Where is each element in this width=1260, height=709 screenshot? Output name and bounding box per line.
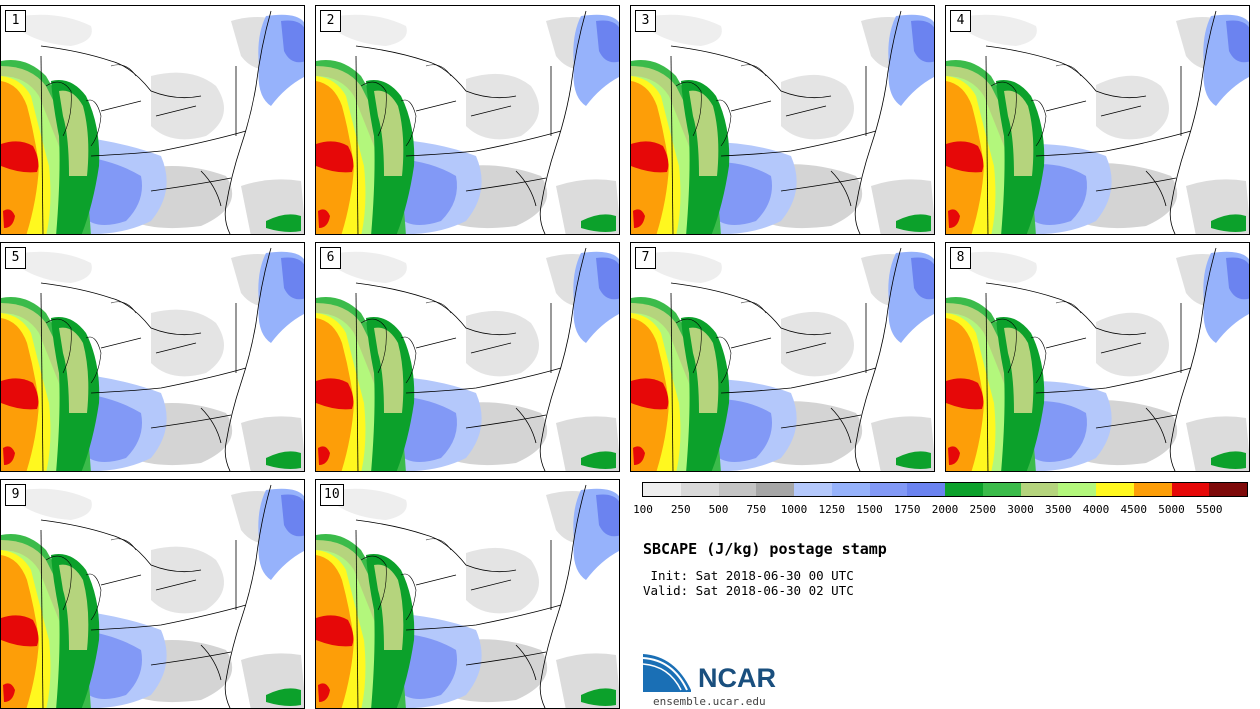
colorbar-swatch (718, 483, 757, 496)
map-panel-1: 1 (0, 5, 305, 235)
colorbar-swatch (1020, 483, 1059, 496)
colorbar-swatch (794, 483, 832, 496)
map-panel-8: 8 (945, 242, 1250, 472)
map-panel-6: 6 (315, 242, 620, 472)
colorbar-swatch (1171, 483, 1210, 496)
colorbar-tick-label: 4000 (1082, 503, 1110, 516)
colorbar-swatch (643, 483, 681, 496)
valid-time: Valid: Sat 2018-06-30 02 UTC (643, 583, 854, 598)
colorbar-tick-label: 2000 (931, 503, 959, 516)
map-panel-4: 4 (945, 5, 1250, 235)
colorbar-swatch (1209, 483, 1247, 496)
colorbar (642, 482, 1248, 497)
ncar-logo-text: NCAR (698, 663, 776, 693)
colorbar-tick-label: 5000 (1158, 503, 1185, 516)
colorbar-swatch (831, 483, 870, 496)
map-panel-10: 10 (315, 479, 620, 709)
colorbar-tick-label: 250 (670, 503, 691, 516)
member-label: 9 (5, 484, 26, 506)
colorbar-ticks: 100 250 500 750 1000 1250 1500 1750 2000 2500 3000… (0, 503, 1260, 519)
colorbar-swatch (869, 483, 908, 496)
colorbar-swatch (1133, 483, 1172, 496)
ncar-logo-mark (643, 654, 691, 692)
member-label: 6 (320, 247, 341, 269)
member-label: 3 (635, 10, 656, 32)
colorbar-swatch (1096, 483, 1134, 496)
map-panel-7: 7 (630, 242, 935, 472)
colorbar-swatch (982, 483, 1021, 496)
colorbar-swatch (680, 483, 719, 496)
member-label: 2 (320, 10, 341, 32)
colorbar-tick-label: 5500 (1196, 503, 1223, 516)
colorbar-tick-label: 100 (633, 503, 653, 516)
map-panel-2: 2 (315, 5, 620, 235)
member-label: 4 (950, 10, 971, 32)
member-label: 5 (5, 247, 26, 269)
colorbar-tick-label: 1000 (780, 503, 808, 516)
colorbar-tick-label: 3500 (1045, 503, 1072, 516)
colorbar-tick-label: 500 (708, 503, 729, 516)
colorbar-tick-label: 1750 (894, 503, 921, 516)
colorbar-swatch (1058, 483, 1096, 496)
ensemble-url: ensemble.ucar.edu (653, 695, 766, 708)
member-label: 8 (950, 247, 971, 269)
colorbar-swatch (945, 483, 983, 496)
init-time: Init: Sat 2018-06-30 00 UTC (643, 568, 854, 583)
member-label: 7 (635, 247, 656, 269)
colorbar-tick-label: 4500 (1120, 503, 1148, 516)
member-label: 10 (320, 484, 344, 506)
colorbar-tick-label: 1500 (856, 503, 883, 516)
member-label: 1 (5, 10, 26, 32)
colorbar-tick-label: 750 (746, 503, 767, 516)
colorbar-swatch (907, 483, 945, 496)
colorbar-tick-label: 2500 (969, 503, 997, 516)
map-panel-3: 3 (630, 5, 935, 235)
map-panel-9: 9 (0, 479, 305, 709)
figure-title: SBCAPE (J/kg) postage stamp (643, 540, 887, 558)
colorbar-swatch (756, 483, 794, 496)
colorbar-tick-label: 3000 (1007, 503, 1034, 516)
map-panel-5: 5 (0, 242, 305, 472)
colorbar-tick-label: 1250 (818, 503, 846, 516)
